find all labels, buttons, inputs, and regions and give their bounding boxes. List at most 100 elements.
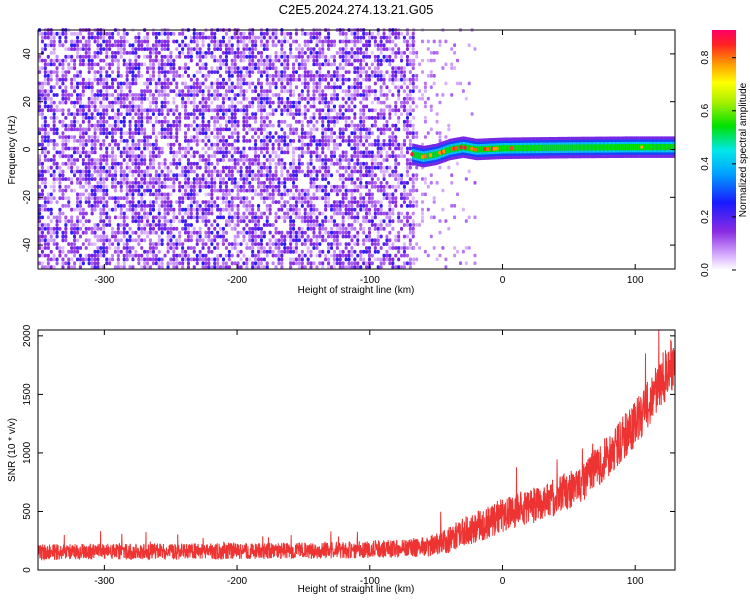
spectrogram-cell — [268, 204, 272, 208]
spectrogram-cell — [344, 154, 348, 159]
spectrogram-cell — [254, 66, 258, 71]
spectrogram-cell — [195, 104, 199, 109]
spectrogram-cell — [105, 215, 109, 220]
spectrogram-cell — [318, 39, 322, 44]
spectrogram-cell — [259, 112, 263, 116]
spectrogram-cell — [181, 154, 185, 159]
spectrogram-cell — [335, 257, 339, 262]
spectrogram-cell — [268, 249, 272, 254]
spectrogram-cell — [93, 196, 97, 201]
spectrogram-cell — [125, 249, 129, 254]
spectrogram-cell — [73, 39, 77, 44]
spectrogram-cell — [327, 104, 331, 109]
spectrogram-cell — [394, 35, 398, 40]
spectrogram-cell — [122, 226, 126, 231]
spectrogram-cell — [192, 196, 196, 201]
spectrogram-cell — [213, 108, 217, 113]
spectrogram-cell — [327, 169, 331, 174]
spectrogram-cell — [102, 169, 106, 174]
spectrogram-cell — [78, 58, 82, 63]
spectrogram-cell — [350, 265, 354, 269]
spectrogram-cell — [70, 146, 74, 151]
spectrogram-cell — [338, 142, 342, 147]
spectrogram-cell — [207, 238, 211, 243]
spectrogram-cell — [76, 146, 80, 151]
spectrogram-cell — [280, 96, 284, 101]
spectrogram-cell — [239, 158, 243, 162]
spectrogram-cell — [178, 150, 182, 155]
spectrogram-cell — [379, 169, 383, 174]
spectrogram-cell — [113, 207, 117, 212]
spectrogram-cell — [151, 47, 155, 51]
spectrogram-cell — [324, 230, 328, 235]
spectrogram-cell — [224, 246, 228, 250]
spectrogram-cell — [73, 242, 77, 246]
spectrogram-cell — [102, 58, 106, 63]
spectrogram-cell — [292, 165, 296, 170]
spectrogram-cell — [195, 230, 199, 235]
spectrogram-cell — [324, 93, 328, 97]
spectrogram-cell — [347, 39, 351, 44]
spectrogram-cell — [84, 54, 88, 59]
spectrogram-cell — [233, 54, 237, 59]
spectrogram-cell — [213, 116, 217, 120]
spectrogram-cell — [292, 54, 296, 59]
spectrogram-cell — [356, 200, 360, 204]
spectrogram-cell — [245, 96, 249, 101]
spectrogram-cell — [268, 123, 272, 128]
spectrogram-cell — [347, 215, 351, 220]
spectrogram-cell — [300, 142, 304, 147]
spectrogram-cell — [350, 62, 354, 67]
spectrogram-cell — [265, 207, 269, 212]
spectrogram-cell — [397, 89, 401, 94]
spectrogram-cell — [370, 173, 374, 178]
spectrogram-cell — [376, 43, 380, 48]
spectrogram-cell — [105, 47, 109, 51]
spectrogram-cell — [113, 230, 117, 235]
spectrogram-cell — [189, 123, 193, 128]
spectrogram-cell — [382, 142, 386, 147]
spectrogram-cell — [184, 135, 188, 139]
spectrogram-cell — [221, 112, 225, 116]
spectrogram-cell — [356, 242, 360, 246]
spectrogram-cell — [239, 200, 243, 204]
spectrogram-cell — [43, 119, 47, 124]
spectrogram-cell — [134, 161, 138, 166]
spectrogram-cell — [67, 261, 71, 266]
spectrogram-cell — [268, 242, 272, 246]
spectrogram-cell — [268, 173, 272, 178]
spectrogram-cell — [125, 246, 129, 250]
spectrogram-cell — [385, 158, 389, 162]
spectrogram-cell — [175, 47, 179, 51]
spectrogram-cell — [219, 74, 223, 78]
spectrogram-cell — [148, 93, 152, 97]
spectrogram-cell — [370, 169, 374, 174]
spectrogram-cell — [73, 150, 77, 155]
spectrogram-cell — [184, 123, 188, 128]
spectrogram-cell — [391, 81, 395, 86]
spectrogram-cell — [265, 39, 269, 44]
spectrogram-cell — [230, 219, 234, 224]
spectrogram-cell — [204, 169, 208, 174]
spectrogram-cell — [210, 31, 214, 36]
spectrogram-cell — [166, 246, 170, 250]
spectrogram-cell — [259, 173, 263, 178]
spectrogram-cell — [58, 77, 62, 82]
spectrogram-cell — [385, 35, 389, 40]
spectrogram-cell — [321, 119, 325, 124]
spectrogram-cell — [359, 39, 363, 44]
spectrogram-cell — [70, 47, 74, 51]
spectrogram-cell — [312, 135, 316, 139]
spectrogram-cell — [341, 158, 345, 162]
spectrogram-cell — [292, 192, 296, 197]
spectrogram-cell — [245, 131, 249, 136]
spectrogram-cell — [236, 139, 240, 143]
spectrogram-cell — [376, 100, 380, 105]
spectrogram-cell — [189, 58, 193, 63]
spectrogram-cell — [93, 77, 97, 82]
spectrogram-cell — [230, 158, 234, 162]
spectrogram-cell — [294, 215, 298, 220]
spectrogram-cell — [289, 238, 293, 243]
spectrogram-cell — [134, 119, 138, 124]
spectrogram-cell — [154, 154, 158, 159]
